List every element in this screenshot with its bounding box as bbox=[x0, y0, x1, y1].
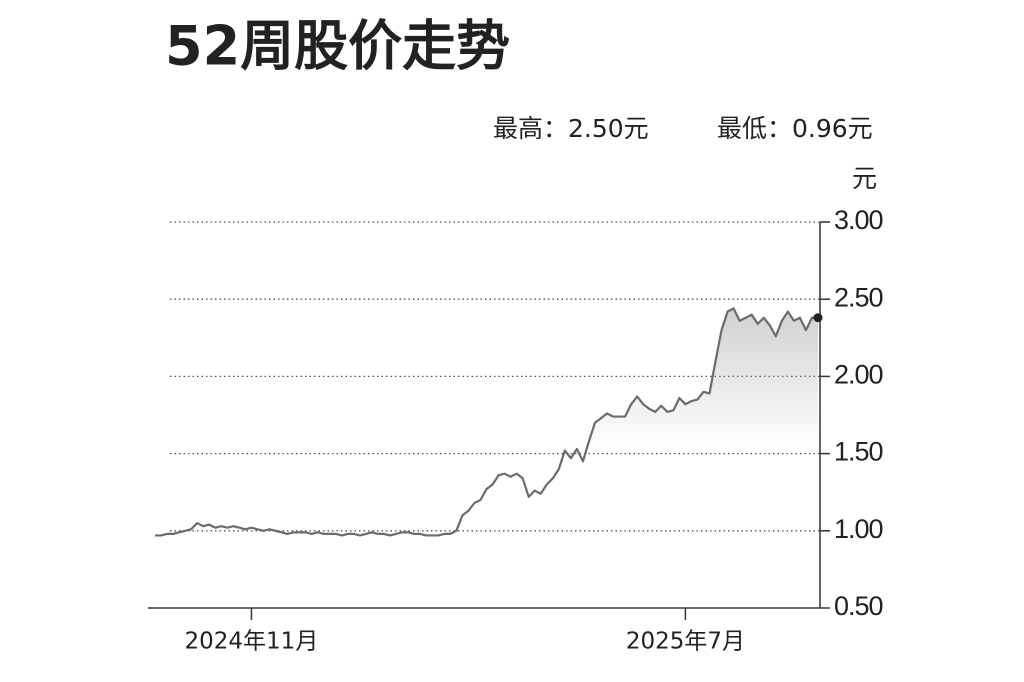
annotation: 最低：0.96元 bbox=[717, 114, 873, 143]
annotation: 最高：2.50元 bbox=[493, 114, 649, 143]
chart-title: 52周股价走势 bbox=[165, 15, 510, 78]
y-tick-label: 0.50 bbox=[834, 591, 883, 621]
y-tick-label: 2.00 bbox=[834, 360, 883, 390]
y-tick-label: 3.00 bbox=[834, 205, 883, 235]
end-point bbox=[813, 313, 823, 323]
y-tick-label: 2.50 bbox=[834, 282, 883, 312]
x-tick-label: 2025年7月 bbox=[626, 629, 745, 655]
line bbox=[155, 307, 818, 537]
y-tick-label: 1.00 bbox=[834, 514, 883, 544]
y-axis-label: 元 bbox=[852, 164, 877, 193]
x-tick-label: 2024年11月 bbox=[185, 629, 319, 655]
line-area bbox=[155, 308, 818, 608]
y-tick-label: 1.50 bbox=[834, 437, 883, 467]
